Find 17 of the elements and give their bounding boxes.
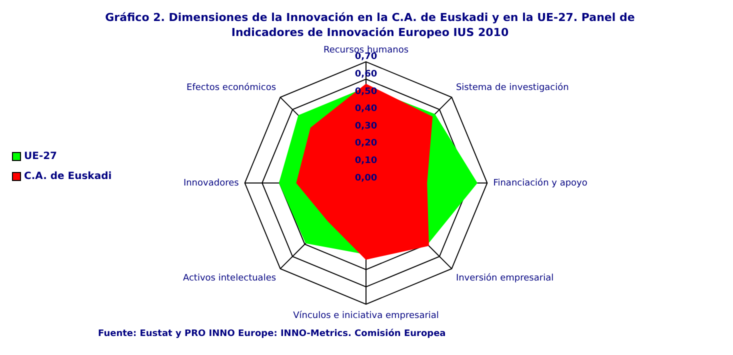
spoke-label: Inversión empresarial bbox=[456, 272, 554, 284]
legend-label: UE-27 bbox=[24, 150, 58, 162]
y-tick-label: 0,00 bbox=[354, 173, 378, 184]
y-tick-label: 0,50 bbox=[354, 86, 378, 97]
y-tick-label: 0,30 bbox=[354, 121, 378, 132]
chart-title: Gráfico 2. Dimensiones de la Innovación en la C.A. de Euskadi y en la UE-27. Panel de Indicadores de Innovación Europeo IUS 2010 bbox=[104, 10, 636, 40]
spoke-label: Innovadores bbox=[183, 178, 240, 188]
y-tick-label: 0,10 bbox=[354, 156, 378, 166]
spoke-label: Sistema de investigación bbox=[456, 82, 569, 93]
source-note: Fuente: Eustat y PRO INNO Europe: INNO-Metrics. Comisión Europea bbox=[98, 329, 446, 339]
y-tick-label: 0,20 bbox=[354, 138, 378, 149]
spoke-label: Activos intelectuales bbox=[182, 274, 276, 284]
spoke-label: Financiación y apoyo bbox=[493, 177, 588, 188]
legend-label: C.A. de Euskadi bbox=[24, 170, 112, 182]
spoke-label: Vínculos e iniciativa empresarial bbox=[293, 310, 439, 321]
y-tick-label: 0,40 bbox=[354, 104, 378, 114]
spoke-label: Efectos económicos bbox=[186, 82, 276, 93]
